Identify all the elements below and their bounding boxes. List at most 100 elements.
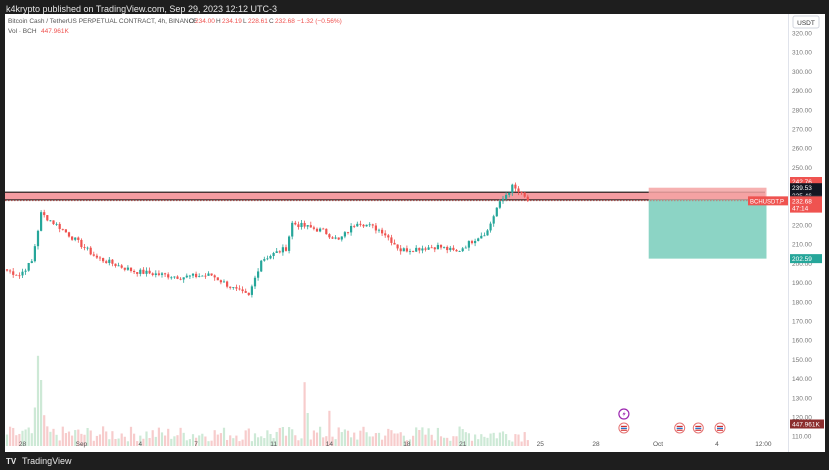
candle-body: [179, 278, 182, 280]
candle-body: [368, 224, 371, 226]
candle-body: [12, 271, 15, 275]
ohlc-low-label: L: [243, 18, 247, 25]
candle-body: [325, 228, 328, 235]
price-chart[interactable]: BCHUSDT.P 28 Sep 4 7 11 14 18 21 25 28 Oct 4 12:00 B…: [5, 14, 788, 452]
flag-stripe: [717, 429, 723, 431]
candle-body: [250, 286, 253, 295]
time-tick-label: 14: [326, 441, 334, 448]
volume-bar: [71, 435, 74, 446]
candle-body: [523, 192, 526, 197]
candle-body: [452, 247, 455, 250]
volume-bar: [353, 432, 356, 446]
volume-bar: [334, 439, 337, 446]
volume-bar: [173, 436, 176, 446]
chart-pane[interactable]: BCHUSDT.P 28 Sep 4 7 11 14 18 21 25 28 Oct 4 12:00 B…: [5, 14, 788, 452]
candle-body: [433, 247, 436, 250]
candle-body: [495, 207, 498, 217]
volume-bar: [443, 437, 446, 446]
candle-body: [67, 232, 71, 237]
volume-bar: [195, 437, 198, 446]
price-tick-label: 220.00: [792, 223, 812, 230]
volume-bar: [9, 426, 12, 446]
price-tick-label: 150.00: [792, 357, 812, 364]
volume-bar: [5, 434, 9, 446]
volume-bar: [306, 413, 309, 446]
candle-body: [185, 275, 188, 278]
volume-bar: [483, 436, 486, 446]
candle-body: [436, 244, 439, 250]
candle-body: [284, 247, 288, 251]
volume-bar: [179, 427, 182, 446]
volume-bar: [340, 432, 343, 446]
volume-bar: [489, 433, 492, 446]
volume-bar: [325, 436, 328, 446]
volume-bar: [55, 434, 58, 446]
candle-body: [173, 276, 176, 278]
price-tag-label: 47:14: [792, 206, 809, 213]
volume-bar: [27, 427, 30, 446]
volume-bar: [139, 435, 142, 446]
candle-body: [334, 237, 337, 239]
volume-bar: [222, 427, 226, 446]
currency-button[interactable]: [792, 15, 820, 29]
volume-bar: [80, 433, 83, 446]
volume-bar: [350, 437, 353, 446]
candle-body: [377, 229, 381, 231]
volume-bar: [501, 431, 505, 446]
candle-body: [291, 222, 294, 237]
volume-tag-box: [790, 419, 824, 429]
candle-body: [281, 247, 284, 253]
volume-bar: [520, 441, 523, 446]
candle-body: [9, 270, 12, 272]
candle-body: [120, 265, 123, 268]
candle-body: [170, 277, 173, 279]
price-tick-label: 120.00: [792, 415, 812, 422]
candle-body: [511, 184, 514, 193]
time-axis[interactable]: 28 Sep 4 7 11 14 18 21 25 28 Oct 4 12:00: [19, 441, 772, 448]
volume-bar: [303, 382, 306, 446]
volume-bar: [154, 436, 157, 446]
candle-body: [393, 242, 396, 245]
candle-body: [232, 287, 235, 288]
candle-body: [294, 222, 297, 225]
candle-body: [461, 248, 464, 252]
volume-bar: [136, 441, 139, 446]
candle-body: [275, 251, 278, 254]
price-tick-label: 320.00: [792, 31, 812, 38]
candle-body: [114, 263, 117, 266]
volume-bar: [477, 439, 480, 446]
flag-stripe: [676, 429, 683, 431]
volume-bar: [232, 438, 235, 446]
price-axis[interactable]: USDT 320.00 310.00 300.00 290.00 280.00 270.0…: [789, 14, 825, 452]
candle-body: [244, 291, 247, 293]
volume-bar: [33, 407, 36, 446]
volume-bar: [315, 432, 319, 446]
candle-body: [33, 246, 36, 262]
event-markers-layer[interactable]: [618, 408, 726, 434]
volume-bar: [297, 440, 300, 446]
ohlc-open: 234.00: [195, 18, 215, 25]
candle-body: [229, 286, 232, 288]
candle-body: [477, 238, 480, 241]
volume-bar: [145, 431, 148, 446]
volume-bar: [526, 440, 529, 446]
volume-bar: [263, 438, 266, 446]
volume-bar: [480, 434, 483, 446]
volume-bar: [117, 438, 120, 446]
volume-bar: [508, 440, 511, 446]
candle-body: [408, 251, 412, 252]
price-tag-box: [790, 203, 822, 213]
time-tick-label: 21: [459, 441, 467, 448]
price-axis-pane[interactable]: USDT 320.00 310.00 300.00 290.00 280.00 270.0…: [788, 14, 825, 452]
volume-bar: [24, 429, 27, 446]
candle-body: [18, 275, 21, 277]
price-tag-label: 202.59: [792, 256, 812, 263]
ohlc-high-label: H: [216, 18, 221, 25]
candle-body: [483, 235, 486, 237]
volume-bar: [408, 439, 412, 446]
candle-body: [145, 270, 148, 274]
tradingview-brand[interactable]: TradingView: [22, 456, 72, 466]
candle-body: [58, 223, 61, 229]
volume-bar: [359, 430, 362, 446]
volume-bar: [151, 430, 154, 446]
